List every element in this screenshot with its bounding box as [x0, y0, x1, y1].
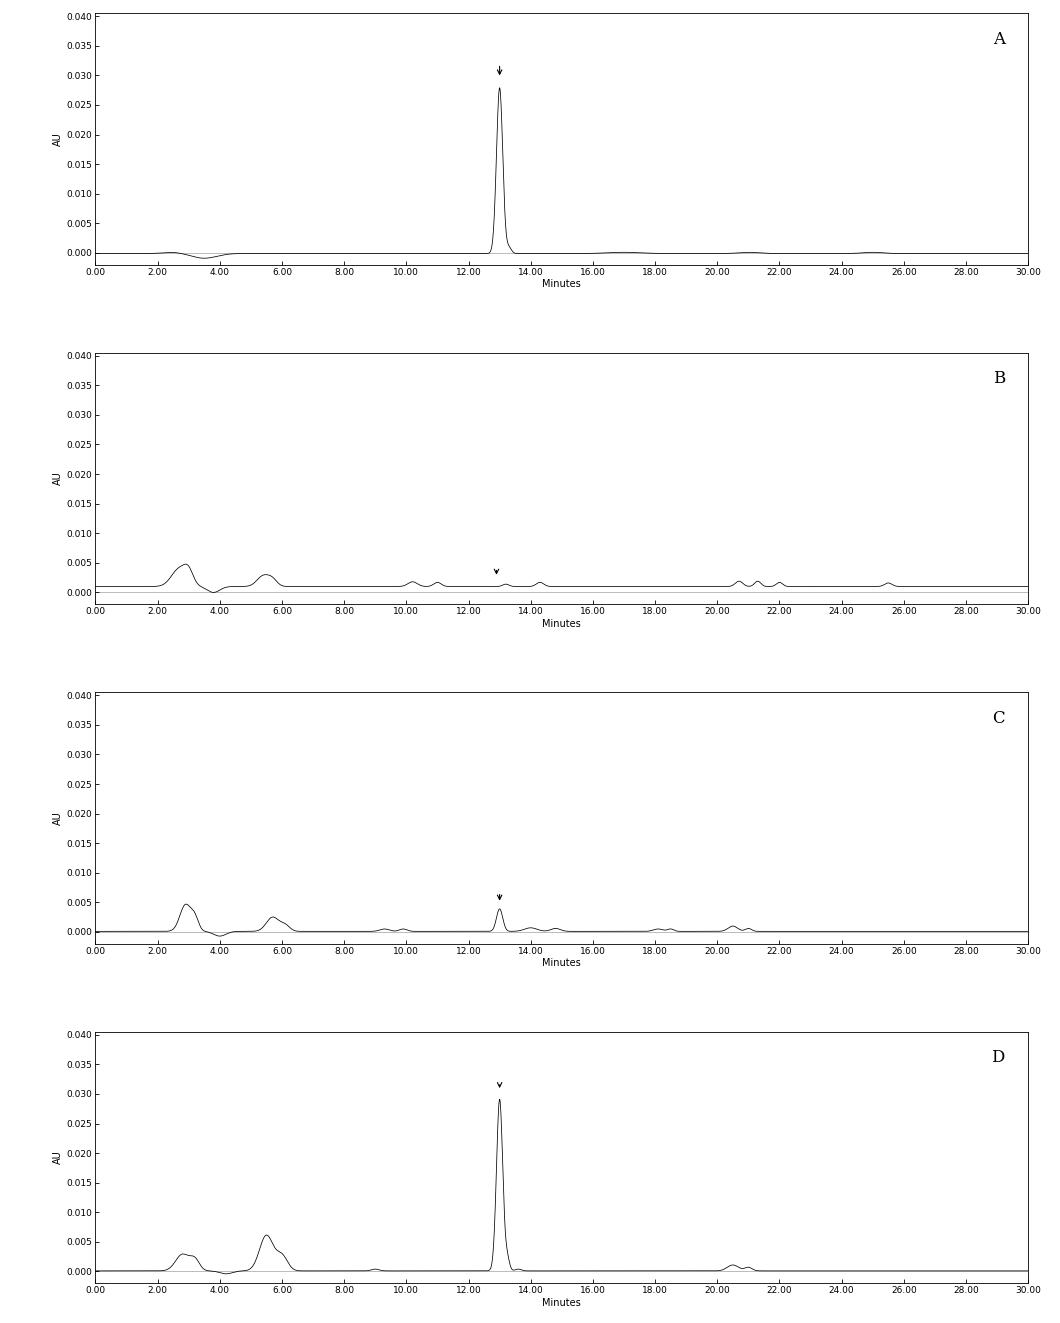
Text: A: A: [993, 30, 1005, 48]
X-axis label: Minutes: Minutes: [543, 279, 581, 290]
Text: B: B: [992, 370, 1005, 388]
X-axis label: Minutes: Minutes: [543, 958, 581, 968]
Y-axis label: AU: AU: [53, 1151, 63, 1164]
Y-axis label: AU: AU: [53, 471, 63, 486]
X-axis label: Minutes: Minutes: [543, 1298, 581, 1308]
Text: C: C: [992, 710, 1005, 726]
Y-axis label: AU: AU: [53, 132, 63, 146]
X-axis label: Minutes: Minutes: [543, 619, 581, 628]
Text: D: D: [991, 1049, 1005, 1066]
Y-axis label: AU: AU: [53, 811, 63, 826]
